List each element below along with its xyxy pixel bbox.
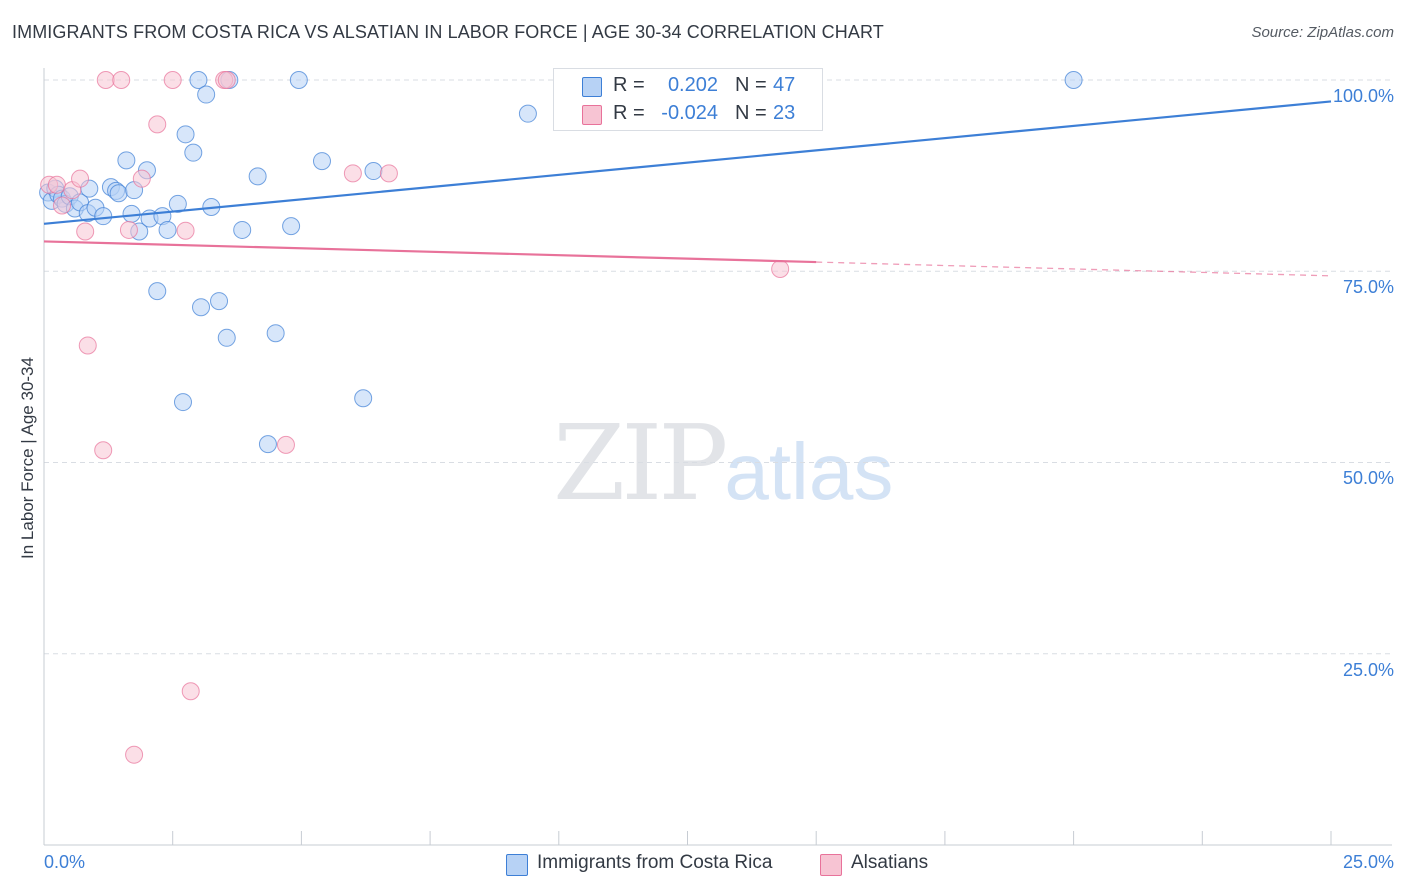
legend-row-costa-rica: R = 0.202 N = 47: [554, 73, 822, 101]
alsatian-point: [94, 441, 113, 460]
costa-rica-point: [217, 328, 236, 347]
bottom-legend-label: Alsatians: [851, 852, 929, 873]
costa-rica-point: [233, 220, 252, 239]
costa-rica-point: [1064, 71, 1083, 89]
costa-rica-point: [189, 71, 208, 89]
costa-rica-point: [364, 162, 383, 181]
watermark-atlas: atlas: [724, 427, 894, 516]
legend-r-value: 0.202: [667, 74, 718, 96]
alsatian-point: [379, 164, 398, 183]
costa-rica-point: [184, 143, 203, 162]
alsatian-point: [343, 164, 362, 183]
costa-rica-point: [109, 184, 128, 203]
legend-r-label: R =: [613, 74, 645, 96]
costa-rica-point: [168, 194, 187, 213]
alsatian-point: [53, 196, 72, 215]
alsatian-point: [96, 71, 115, 89]
alsatian-point: [119, 220, 138, 239]
alsatian-point: [76, 222, 95, 241]
costa-rica-point: [289, 71, 308, 89]
alsatian-point: [112, 71, 131, 89]
y-tick-label-50: 50.0%: [1342, 468, 1394, 488]
costa-rica-trend-line: [43, 100, 1332, 225]
costa-rica-point: [148, 282, 167, 301]
costa-rica-point: [354, 389, 373, 408]
alsatian-point: [276, 435, 295, 454]
x-tick-label-min: 0.0%: [44, 852, 86, 872]
legend-n-value: 23: [773, 102, 796, 124]
costa-rica-point: [173, 393, 192, 412]
legend-n-label: N =: [735, 74, 767, 96]
alsatian-trend-line-extension: [816, 261, 1332, 277]
costa-rica-point: [248, 167, 267, 186]
legend-swatch-blue: [582, 77, 602, 97]
alsatian-point: [47, 175, 66, 194]
x-tick-label-max: 25.0%: [1342, 852, 1394, 872]
alsatian-point: [771, 259, 790, 278]
costa-rica-point: [192, 298, 211, 317]
alsatian-point: [163, 71, 182, 89]
costa-rica-point: [518, 104, 537, 123]
alsatian-point: [125, 745, 144, 764]
y-tick-label-75: 75.0%: [1342, 277, 1394, 297]
chart-title: IMMIGRANTS FROM COSTA RICA VS ALSATIAN I…: [12, 22, 884, 42]
costa-rica-point: [266, 324, 285, 343]
costa-rica-point: [197, 85, 216, 104]
correlation-legend: R = 0.202 N = 47 R = -0.024 N = 23: [553, 68, 823, 131]
alsatian-point: [78, 336, 97, 355]
bottom-legend-label: Immigrants from Costa Rica: [537, 852, 773, 873]
watermark: ZIPatlas: [553, 402, 893, 524]
costa-rica-point: [312, 152, 331, 171]
legend-swatch-pink: [582, 105, 602, 125]
legend-n-value: 47: [773, 74, 796, 96]
costa-rica-point: [210, 292, 229, 311]
bottom-legend-swatch-blue: [506, 854, 528, 876]
alsatian-point: [181, 682, 200, 701]
costa-rica-point: [158, 220, 177, 239]
costa-rica-point: [117, 151, 136, 170]
legend-r-label: R =: [613, 102, 645, 124]
costa-rica-point: [258, 435, 277, 454]
legend-n-label: N =: [735, 102, 767, 124]
alsatian-trend-line: [43, 240, 817, 264]
source-label: Source: ZipAtlas.com: [1251, 24, 1394, 41]
costa-rica-point: [176, 125, 195, 144]
costa-rica-point: [282, 217, 301, 236]
alsatian-point: [71, 169, 90, 188]
y-axis-label: In Labor Force | Age 30-34: [18, 357, 37, 559]
alsatian-point: [176, 221, 195, 240]
y-tick-label-100: 100.0%: [1332, 86, 1394, 106]
costa-rica-point: [94, 207, 113, 226]
legend-r-value: -0.024: [661, 102, 718, 124]
alsatian-point: [148, 115, 167, 134]
alsatian-point: [217, 71, 236, 89]
y-tick-label-25: 25.0%: [1342, 660, 1394, 680]
alsatian-point: [132, 169, 151, 188]
bottom-legend-swatch-pink: [820, 854, 842, 876]
legend-row-alsatians: R = -0.024 N = 23: [554, 101, 822, 129]
